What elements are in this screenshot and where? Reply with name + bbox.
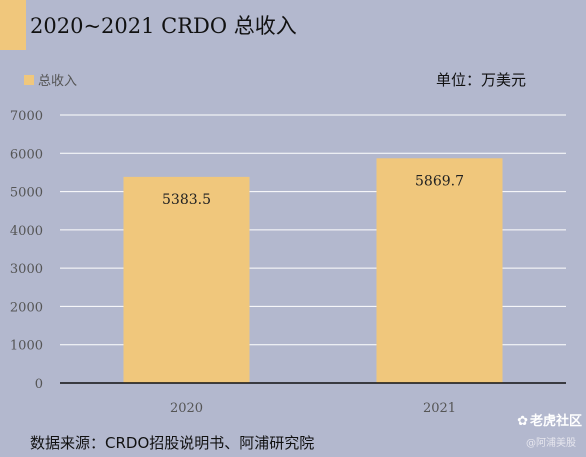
legend-swatch (24, 74, 34, 85)
legend: 总收入 (24, 70, 77, 89)
watermark: ✿ 老虎社区 @阿浦美股 (494, 410, 582, 449)
y-tick-label: 5000 (10, 186, 43, 201)
y-tick-label: 7000 (10, 109, 43, 124)
y-tick-label: 0 (35, 377, 43, 392)
tiger-logo-icon: ✿ (517, 414, 528, 429)
data-label: 5383.5 (162, 192, 211, 208)
y-tick-label: 2000 (10, 300, 43, 315)
y-tick-label: 1000 (10, 339, 43, 354)
title-accent (0, 0, 26, 50)
bar (376, 158, 503, 383)
y-tick-label: 6000 (10, 147, 43, 162)
title-bar: 2020~2021 CRDO 总收入 (0, 0, 586, 50)
watermark-sub: @阿浦美股 (526, 438, 576, 449)
data-label: 5869.7 (415, 173, 464, 189)
watermark-main: 老虎社区 (529, 414, 582, 429)
bar (123, 176, 250, 383)
y-tick-label: 4000 (10, 224, 43, 239)
source-note: 数据来源：CRDO招股说明书、阿浦研究院 (30, 434, 315, 452)
chart-title: 2020~2021 CRDO 总收入 (30, 14, 297, 38)
x-tick-label: 2020 (170, 401, 203, 416)
y-tick-label: 3000 (10, 262, 43, 277)
unit-label: 单位：万美元 (436, 71, 527, 89)
legend-label: 总收入 (38, 74, 78, 89)
x-tick-label: 2021 (423, 401, 456, 416)
